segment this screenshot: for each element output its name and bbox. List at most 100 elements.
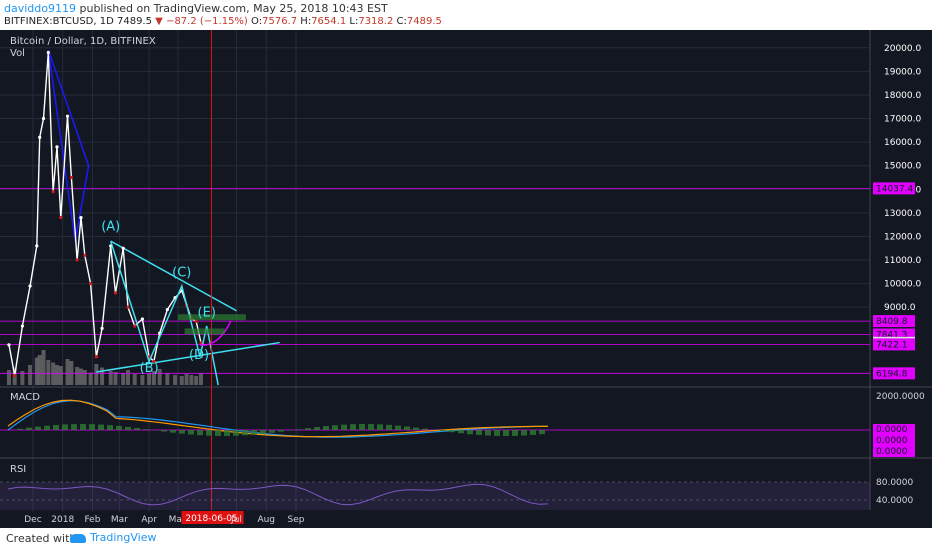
price-level-tag (873, 367, 915, 380)
wave-label: (E) (198, 306, 216, 321)
macd-histogram-bar (170, 430, 176, 433)
price-point (152, 359, 156, 364)
chart-area[interactable]: (A) (B) (C) (D) (E) 20000.0 19000.0 18000.0 170… (0, 30, 932, 528)
macd-histogram-bar (458, 430, 464, 434)
wave-label: (B) (140, 361, 159, 376)
price-point (94, 355, 98, 359)
price-point (126, 305, 130, 309)
volume-bar (46, 360, 51, 385)
macd-histogram-bar (314, 427, 320, 430)
y-tick-label: 9000.0 (884, 303, 916, 313)
publish-line: daviddo9119 published on TradingView.com… (4, 2, 388, 15)
macd-label: MACD (10, 392, 40, 403)
volume-bar (41, 350, 46, 385)
macd-histogram-bar (305, 428, 311, 430)
rsi-label: RSI (10, 464, 26, 475)
macd-histogram-bar (359, 424, 365, 430)
macd-histogram-bar (404, 426, 410, 430)
macd-histogram-bar (323, 426, 329, 430)
price-level-label: 8409.8 (876, 317, 908, 327)
volume-bar (173, 375, 178, 385)
volume-bar (132, 374, 137, 385)
drawings-front: (A) (B) (C) (D) (E) (101, 30, 246, 510)
grid (0, 30, 932, 512)
price-point (199, 341, 203, 345)
change-value: −87.2 (−1.15%) (166, 16, 248, 27)
symbol-label: BITFINEX:BTCUSD, 1D (4, 16, 114, 27)
macd-histogram-bar (476, 430, 482, 435)
macd-histogram-bar (386, 424, 392, 430)
price-point (35, 244, 39, 248)
macd-histogram-bar (224, 430, 230, 436)
volume-bar (151, 371, 156, 385)
x-tick-label: Jul (230, 515, 242, 525)
tradingview-link[interactable]: TradingView (70, 531, 156, 544)
macd-histogram-bar (521, 430, 527, 436)
macd-tick-tag (873, 446, 915, 457)
support-box (177, 314, 246, 321)
chart-title: Bitcoin / Dollar, 1D, BITFINEX (10, 36, 156, 47)
macd-histogram-bar (296, 429, 302, 430)
volume-label: Vol (10, 48, 25, 59)
macd-histogram-bar (107, 425, 113, 430)
volume-bar (75, 367, 80, 385)
wave-label: (C) (172, 266, 191, 281)
macd-histogram-bar (494, 430, 500, 436)
macd-histogram-bar (80, 424, 86, 430)
macd-histogram-bar (179, 430, 185, 434)
x-tick-label: Apr (141, 515, 157, 525)
price-point (88, 282, 93, 286)
rsi-tick-label: 40.0000 (876, 496, 913, 506)
price-line (8, 52, 202, 376)
macd-histogram-bar (377, 424, 383, 430)
macd-histogram-bar (125, 426, 131, 430)
macd-histogram-bar (350, 424, 356, 430)
low-value: 7318.2 (358, 16, 394, 27)
x-tick-label: May (169, 515, 188, 525)
price-point (46, 50, 50, 55)
macd-tick-tag (873, 424, 915, 435)
close-value: 7489.5 (406, 16, 442, 27)
price-series (7, 50, 203, 378)
price-point (69, 175, 73, 180)
macd-histogram-bar (449, 430, 455, 433)
price-point (38, 135, 42, 139)
y-tick-label: 11000.0 (884, 256, 921, 266)
wave-label: (D) (189, 348, 209, 363)
x-tick-label: Feb (85, 515, 101, 525)
volume-bar (126, 370, 130, 385)
y-tick-label: 18000.0 (884, 91, 921, 101)
macd-pane (0, 399, 870, 438)
author-link[interactable]: daviddo9119 (4, 2, 76, 15)
macd-histogram-bar (512, 430, 518, 436)
macd-histogram-bar (422, 428, 428, 430)
price-point (65, 114, 70, 118)
price-level-tag (873, 315, 915, 328)
macd-histogram-bar (260, 430, 266, 434)
macd-histogram-bar (206, 430, 212, 436)
lower-trendline (96, 341, 280, 373)
volume-bar (65, 359, 70, 385)
macd-histogram-bar (53, 424, 59, 430)
price-point (59, 215, 63, 220)
volume-bar (51, 362, 56, 385)
date-highlight (181, 511, 244, 524)
volume-bar (113, 372, 118, 385)
macd-histogram-bar (215, 430, 221, 436)
support-box (184, 328, 225, 335)
volume-bar (54, 365, 59, 385)
low-label: L: (349, 16, 359, 27)
macd-histogram-bar (89, 424, 95, 430)
price-point (121, 246, 125, 250)
x-tick-label: Dec (24, 515, 41, 525)
macd-histogram-bar (233, 430, 239, 436)
y-tick-label: 17000.0 (884, 115, 921, 125)
volume-bar (20, 371, 25, 385)
upper-trendline (110, 240, 237, 312)
tradingview-logo-icon (70, 533, 86, 543)
volume-bar (165, 373, 170, 385)
drawings (0, 49, 870, 374)
volume-bar (78, 368, 83, 385)
macd-histogram-bar (44, 425, 50, 430)
price-point (7, 343, 11, 347)
